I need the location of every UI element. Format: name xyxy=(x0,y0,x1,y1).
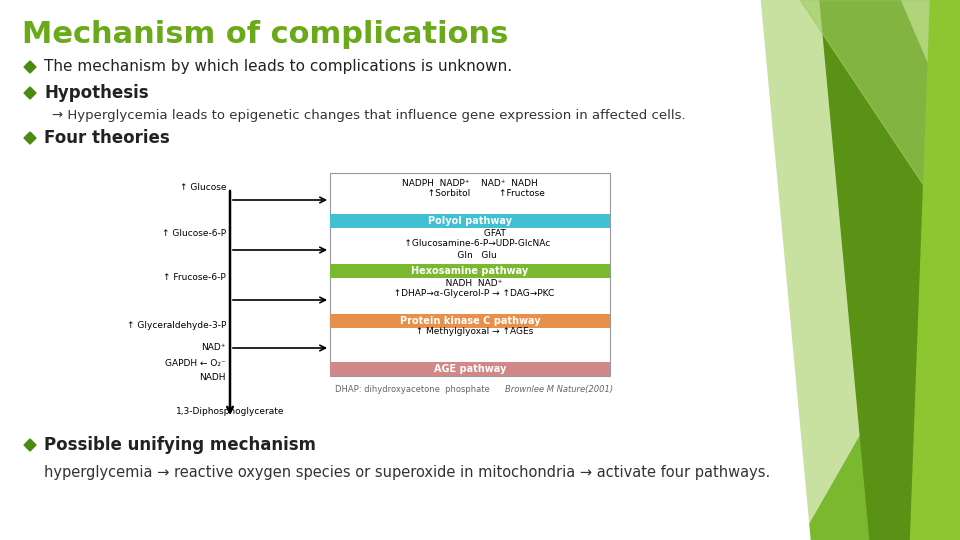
Polygon shape xyxy=(24,61,36,73)
FancyBboxPatch shape xyxy=(330,222,610,278)
Polygon shape xyxy=(820,0,960,540)
Polygon shape xyxy=(800,0,960,240)
Text: ↑ Glyceraldehyde-3-P: ↑ Glyceraldehyde-3-P xyxy=(127,321,226,329)
Polygon shape xyxy=(690,0,960,540)
FancyBboxPatch shape xyxy=(330,273,610,327)
Text: → Hyperglycemia leads to epigenetic changes that influence gene expression in af: → Hyperglycemia leads to epigenetic chan… xyxy=(52,109,685,122)
Text: GFAT: GFAT xyxy=(435,228,505,238)
Polygon shape xyxy=(24,439,36,451)
Text: ↑ Glucose: ↑ Glucose xyxy=(180,184,226,192)
Text: Possible unifying mechanism: Possible unifying mechanism xyxy=(44,436,316,454)
Text: NADPH  NADP⁺    NAD⁺  NADH: NADPH NADP⁺ NAD⁺ NADH xyxy=(402,179,538,187)
Text: ↑ Glucose-6-P: ↑ Glucose-6-P xyxy=(162,228,226,238)
Text: ↑ Frucose-6-P: ↑ Frucose-6-P xyxy=(163,273,226,281)
Text: ↑Glucosamine-6-P→UDP-GlcNAc: ↑Glucosamine-6-P→UDP-GlcNAc xyxy=(390,240,550,248)
Text: Gln   Glu: Gln Glu xyxy=(444,251,497,260)
Text: ↑DHAP→α-Glycerol-P → ↑DAG→PKC: ↑DHAP→α-Glycerol-P → ↑DAG→PKC xyxy=(385,289,555,299)
Polygon shape xyxy=(24,87,36,99)
Polygon shape xyxy=(690,0,810,540)
Text: The mechanism by which leads to complications is unknown.: The mechanism by which leads to complica… xyxy=(44,59,512,75)
Text: GAPDH ← O₂⁻: GAPDH ← O₂⁻ xyxy=(165,359,226,368)
Text: Hexosamine pathway: Hexosamine pathway xyxy=(412,266,529,275)
Text: ↑Sorbitol          ↑Fructose: ↑Sorbitol ↑Fructose xyxy=(396,190,544,199)
FancyBboxPatch shape xyxy=(330,213,610,227)
Text: Brownlee M Nature(2001): Brownlee M Nature(2001) xyxy=(505,385,613,394)
Text: hyperglycemia → reactive oxygen species or superoxide in mitochondria → activate: hyperglycemia → reactive oxygen species … xyxy=(44,464,770,480)
Text: NAD⁺: NAD⁺ xyxy=(202,342,226,352)
Polygon shape xyxy=(24,132,36,144)
Polygon shape xyxy=(910,0,960,540)
Text: 1,3-Diphosphoglycerate: 1,3-Diphosphoglycerate xyxy=(176,408,284,416)
Text: Polyol pathway: Polyol pathway xyxy=(428,215,512,226)
FancyBboxPatch shape xyxy=(330,361,610,375)
Text: AGE pathway: AGE pathway xyxy=(434,363,506,374)
Text: Mechanism of complications: Mechanism of complications xyxy=(22,20,509,49)
FancyBboxPatch shape xyxy=(330,172,610,227)
Text: NADH  NAD⁺: NADH NAD⁺ xyxy=(438,279,503,287)
FancyBboxPatch shape xyxy=(330,314,610,327)
FancyBboxPatch shape xyxy=(330,264,610,278)
Text: NADH: NADH xyxy=(200,374,226,382)
Text: Four theories: Four theories xyxy=(44,129,170,147)
Text: DHAP: dihydroxyacetone  phosphate: DHAP: dihydroxyacetone phosphate xyxy=(335,385,490,394)
Text: ↑ Methylglyoxal → ↑AGEs: ↑ Methylglyoxal → ↑AGEs xyxy=(407,327,533,335)
Polygon shape xyxy=(800,260,960,540)
Text: Hypothesis: Hypothesis xyxy=(44,84,149,102)
Text: Protein kinase C pathway: Protein kinase C pathway xyxy=(399,315,540,326)
FancyBboxPatch shape xyxy=(330,321,610,375)
